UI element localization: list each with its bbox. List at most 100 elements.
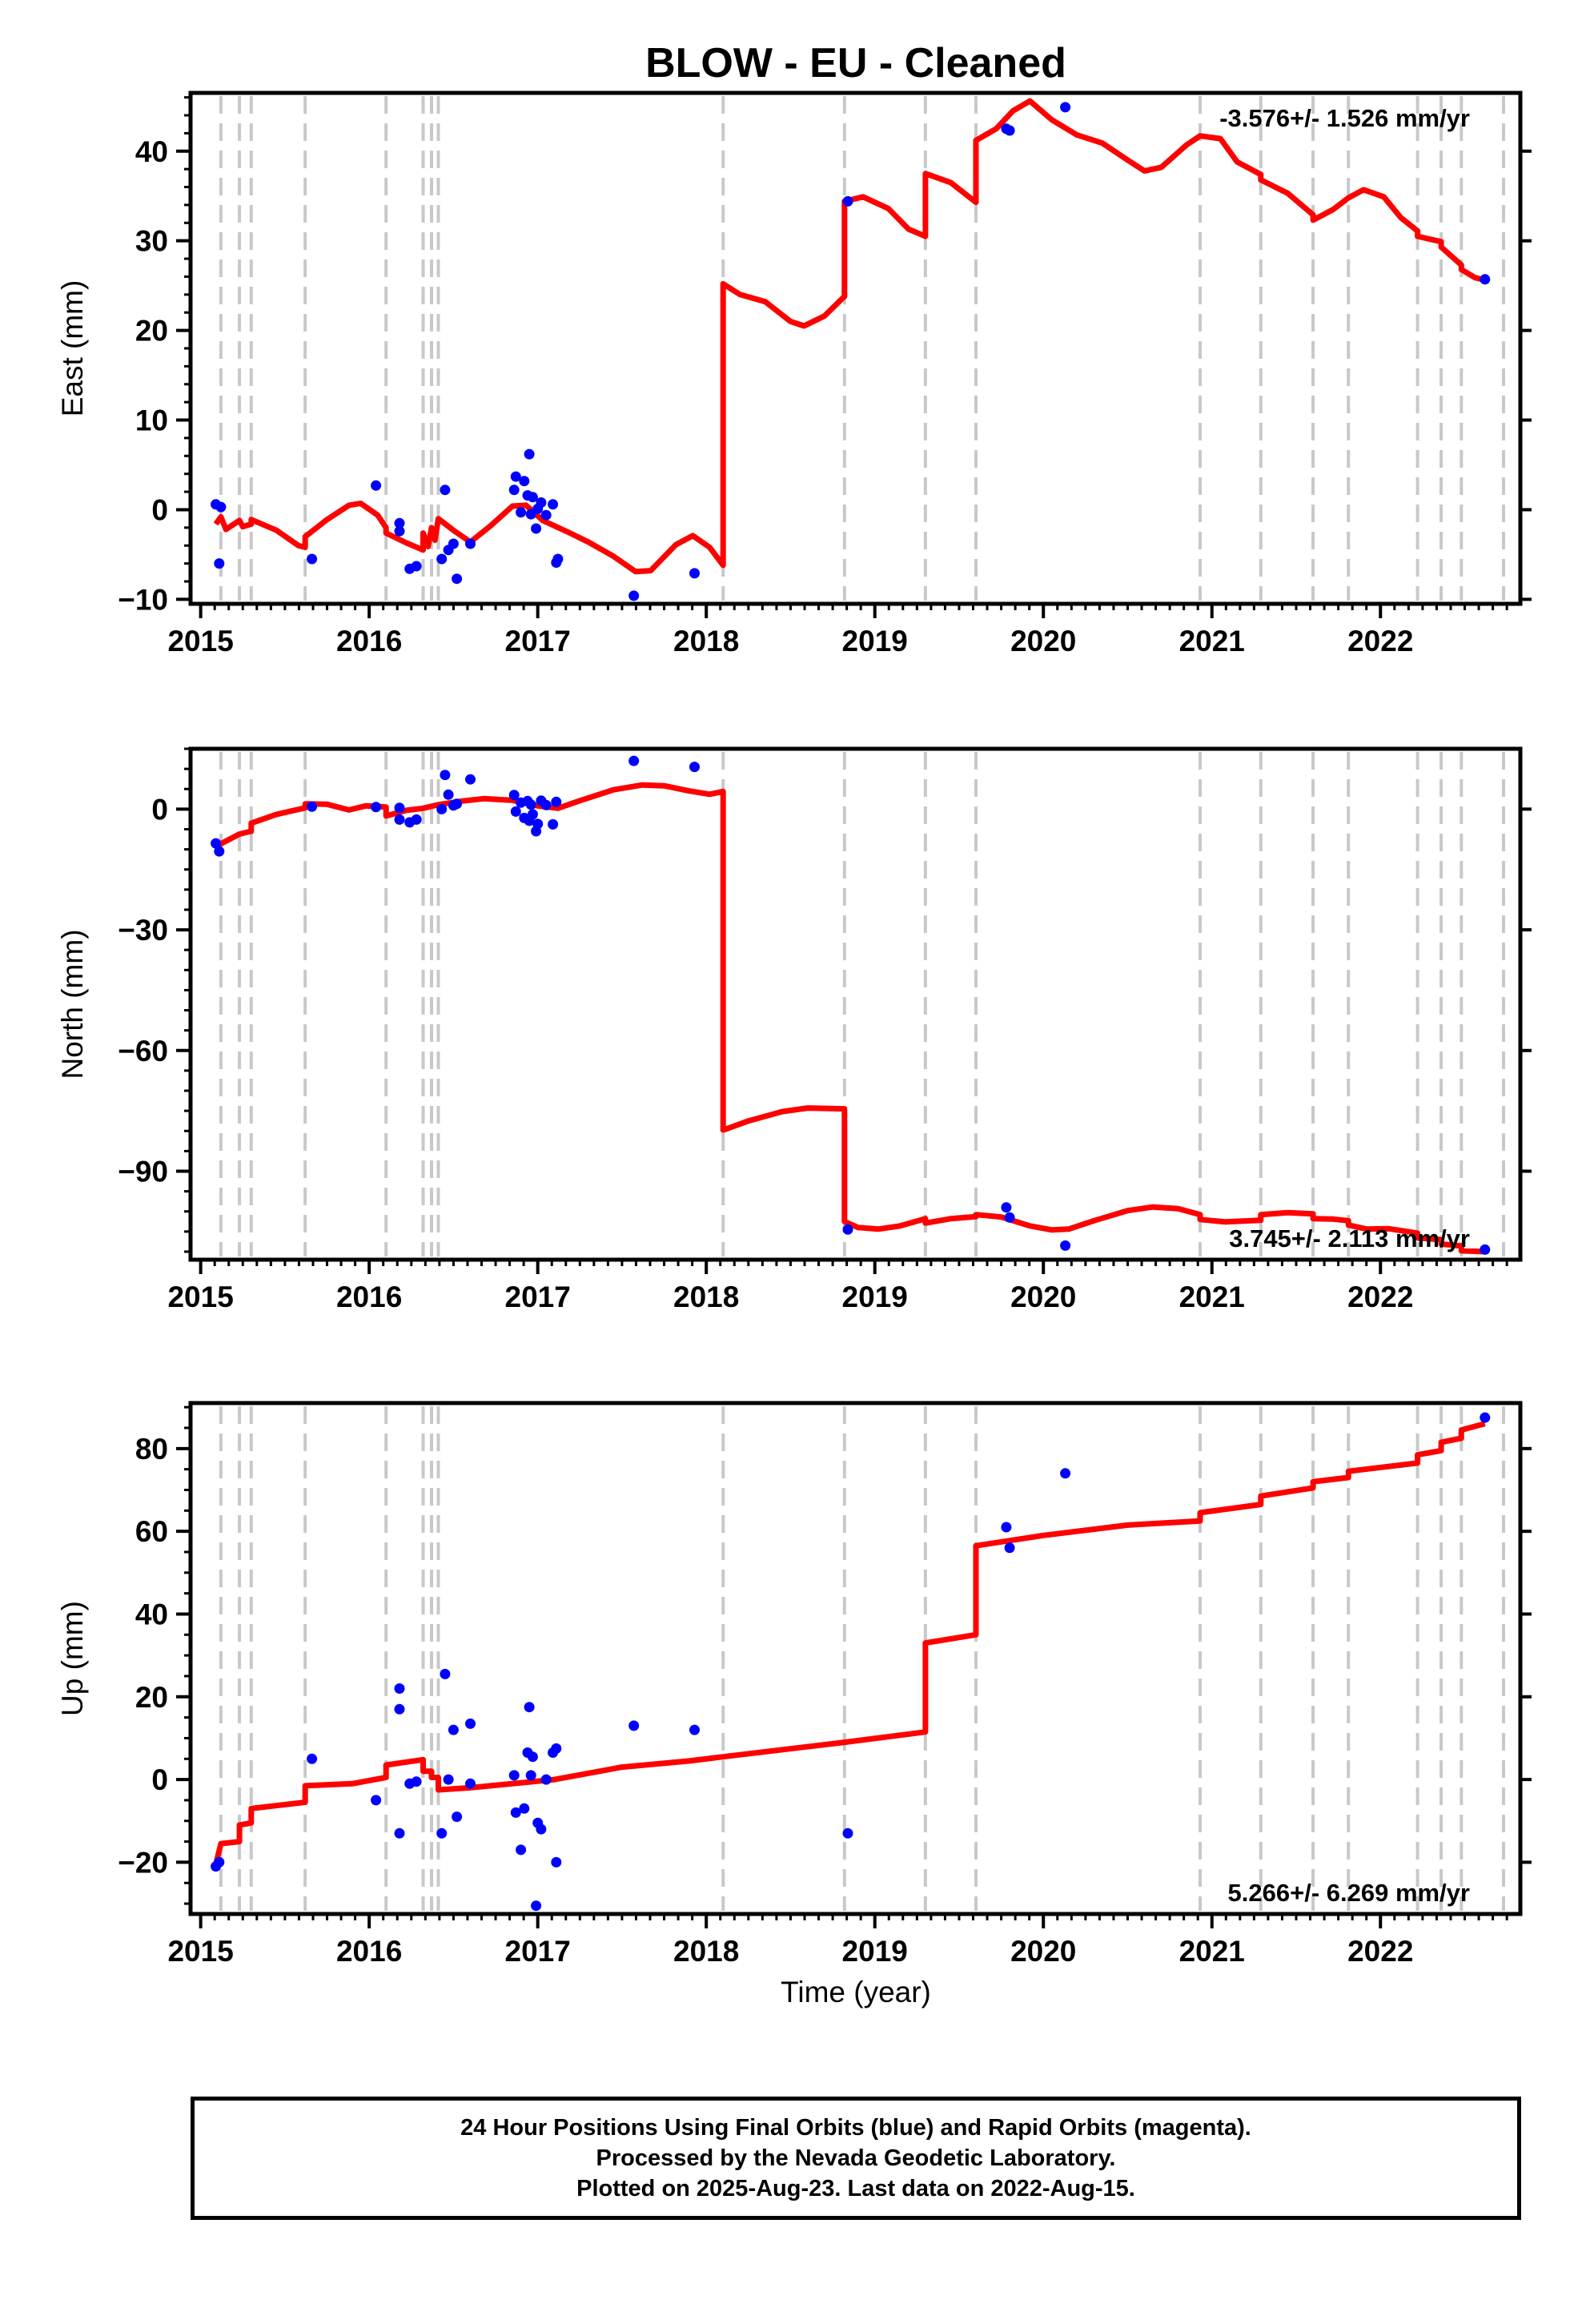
data-point — [536, 1823, 547, 1835]
y-tick-label: −20 — [118, 1846, 168, 1879]
data-point — [552, 553, 564, 565]
y-tick-label: 30 — [135, 225, 168, 258]
data-point — [527, 492, 538, 503]
y-tick-label: 40 — [135, 1598, 168, 1630]
panel-north: 2015 2016 2017 2018 2019 2020 2021 2022 −90 −60 −3… — [56, 746, 1532, 1313]
y-tick-label: 20 — [135, 1681, 168, 1714]
x-tick-label: 2020 — [1010, 1935, 1076, 1968]
x-tick-label: 2020 — [1010, 625, 1076, 657]
data-points — [211, 102, 1491, 601]
data-point — [527, 1751, 538, 1763]
data-point — [508, 1770, 520, 1781]
data-point — [1060, 1468, 1071, 1479]
x-tick-label: 2017 — [505, 1935, 571, 1968]
data-points — [211, 1412, 1491, 1912]
x-tick-label: 2017 — [505, 625, 571, 657]
caption-box: 24 Hour Positions Using Final Orbits (bl… — [191, 2097, 1521, 2220]
y-tick-label: −30 — [118, 914, 168, 947]
data-point — [440, 485, 451, 496]
data-point — [448, 1724, 459, 1735]
data-point — [525, 799, 536, 810]
data-point — [540, 509, 552, 521]
model-line — [213, 98, 1486, 575]
plot-frame — [188, 746, 1523, 1262]
data-point — [214, 1856, 225, 1868]
data-point — [1001, 1202, 1012, 1213]
data-point — [519, 1803, 530, 1814]
data-point — [551, 1743, 562, 1754]
step-lines — [219, 752, 1505, 1256]
data-point — [516, 507, 527, 518]
data-point — [307, 553, 318, 565]
data-point — [394, 1683, 405, 1694]
x-tick-label: 2017 — [505, 1281, 571, 1313]
data-point — [214, 558, 225, 569]
y-tick-label: 0 — [151, 493, 168, 526]
data-point — [1004, 1212, 1015, 1223]
x-tick-label: 2020 — [1010, 1281, 1076, 1313]
y-axis-label: East (mm) — [56, 280, 89, 417]
panels: 2015 2016 2017 2018 2019 2020 2021 2022−1001020… — [56, 90, 1532, 1968]
data-point — [524, 1702, 535, 1713]
x-axis-label: Time (year) — [781, 1976, 931, 2008]
y-tick-label: −90 — [118, 1155, 168, 1188]
x-tick-label: 2021 — [1179, 625, 1245, 657]
data-point — [510, 471, 521, 482]
x-tick-label: 2015 — [167, 1935, 233, 1968]
panel-east: 2015 2016 2017 2018 2019 2020 2021 2022 −10 0 10 20… — [56, 90, 1532, 657]
data-point — [548, 818, 559, 830]
data-point — [440, 1668, 451, 1679]
data-point — [540, 1774, 552, 1785]
data-point — [411, 1776, 422, 1787]
data-point — [307, 1753, 318, 1764]
x-tick-label: 2021 — [1179, 1935, 1245, 1968]
data-point — [465, 774, 476, 785]
y-axis-label: North (mm) — [56, 929, 89, 1079]
data-point — [394, 517, 405, 529]
data-point — [436, 553, 448, 565]
data-point — [548, 499, 559, 510]
y-axis-label: Up (mm) — [56, 1601, 89, 1716]
data-point — [394, 525, 405, 537]
y-tick-label: 20 — [135, 315, 168, 348]
data-point — [551, 796, 562, 807]
x-tick-label: 2016 — [336, 625, 402, 657]
chart-title: BLOW - EU - Cleaned — [645, 40, 1066, 86]
data-point — [211, 838, 222, 849]
x-tick-label: 2016 — [336, 1935, 402, 1968]
rate-label: -3.576+/- 1.526 mm/yr — [1219, 104, 1470, 132]
plot-frame — [188, 90, 1523, 606]
data-point — [1060, 1240, 1071, 1251]
rate-label: 5.266+/- 6.269 mm/yr — [1228, 1879, 1470, 1907]
x-tick-label: 2022 — [1347, 1935, 1413, 1968]
data-point — [508, 485, 520, 496]
data-point — [411, 814, 422, 825]
data-point — [842, 1224, 853, 1235]
x-tick-label: 2015 — [167, 625, 233, 657]
caption-line-orbits: 24 Hour Positions Using Final Orbits (bl… — [460, 2115, 1251, 2141]
y-tick-label: −10 — [118, 583, 168, 616]
data-point — [532, 818, 544, 830]
data-point — [510, 806, 521, 817]
x-tick-label: 2018 — [673, 625, 739, 657]
data-point — [394, 802, 405, 814]
data-point — [448, 538, 459, 549]
x-tick-label: 2021 — [1179, 1281, 1245, 1313]
data-point — [551, 1856, 562, 1868]
x-tick-label: 2015 — [167, 1281, 233, 1313]
y-tick-label: 10 — [135, 404, 168, 437]
data-point — [531, 1900, 542, 1912]
plot-frame — [188, 1401, 1523, 1916]
data-point — [215, 501, 227, 513]
data-point — [628, 755, 640, 766]
data-point — [519, 476, 530, 487]
data-point — [307, 801, 318, 812]
data-point — [525, 1770, 536, 1781]
data-point — [465, 1778, 476, 1789]
data-point — [1060, 102, 1071, 113]
model-line — [214, 782, 1485, 1255]
y-tick-label: 80 — [135, 1433, 168, 1466]
data-point — [1480, 274, 1491, 285]
step-lines — [219, 1406, 1505, 1911]
